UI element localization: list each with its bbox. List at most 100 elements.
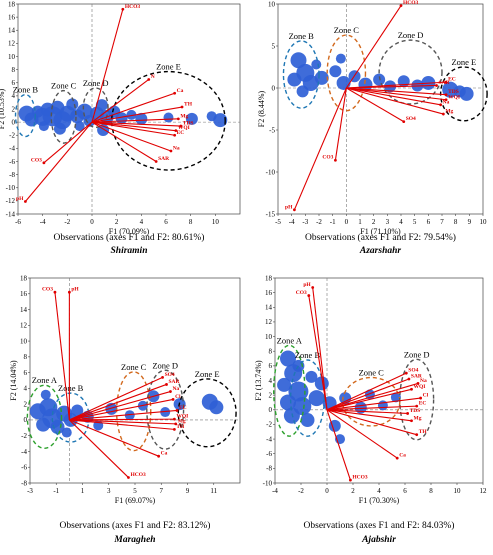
observation-point — [296, 85, 309, 98]
vector-tip — [334, 158, 337, 162]
y-tick-label: 12 — [20, 322, 28, 330]
x-tick-label: -2 — [298, 487, 304, 495]
variable-vector — [69, 391, 171, 421]
x-tick-label: 7 — [440, 218, 444, 226]
vector-tip — [172, 417, 176, 421]
variable-vector — [68, 419, 129, 478]
variable-label: EC — [448, 77, 456, 83]
variable-label: Ca — [177, 88, 184, 94]
x-tick-label: 9 — [186, 487, 190, 495]
observation-point — [329, 65, 342, 78]
variable-vector — [69, 409, 178, 421]
y-axis-label: F2 (13.74%) — [254, 360, 263, 401]
observation-point — [209, 400, 224, 415]
zone-ellipse — [14, 93, 36, 138]
vector-tip — [161, 375, 164, 379]
variable-label: CO3 — [42, 287, 53, 293]
vector-tip — [410, 387, 413, 391]
variable-label: TDS — [183, 121, 194, 127]
variable-vector — [293, 87, 347, 211]
observation-point — [305, 370, 318, 383]
observation-point — [290, 52, 307, 69]
zone-ellipse — [282, 40, 320, 109]
vector-tip — [441, 112, 445, 116]
vector-tip — [419, 396, 422, 400]
x-tick-label: -4 — [272, 487, 278, 495]
zones: Zone A Zone B Zone C Zone D — [272, 335, 435, 441]
x-tick-label: -6 — [15, 218, 21, 226]
zone-ellipse — [177, 378, 237, 448]
observations-caption: Observations (axes F1 and F2: 83.12%) — [60, 520, 211, 531]
zone-ellipse — [399, 358, 435, 441]
variable-vector — [326, 405, 417, 411]
y-tick-label: -8 — [9, 171, 15, 179]
variable-vector — [91, 106, 183, 123]
y-tick-label: 6 — [12, 79, 16, 87]
panel-shiramin: -6 -4 -2 0 2 4 6 8 10 18 16 14 12 10 8 6 4 2 0 -2 -4 -6 -8 -10 -… — [0, 0, 241, 256]
vector-tip — [404, 371, 408, 375]
variable-vector — [345, 5, 402, 89]
vector-tip — [407, 377, 411, 381]
variable-label: WQI — [448, 94, 460, 100]
variable-label: SO4 — [408, 368, 418, 374]
x-tick-label: -4 — [40, 218, 46, 226]
variable-vector — [346, 87, 447, 101]
x-tick-label: 8 — [429, 487, 433, 495]
zone-ellipse — [51, 392, 90, 443]
variable-vector — [69, 419, 159, 457]
y-tick-labels: 18 16 14 12 10 8 6 4 2 0 -2 -4 -6 -8 -10 -12 -14 — [6, 0, 18, 218]
vector-tip — [179, 124, 183, 128]
variable-label: Na — [172, 386, 179, 392]
y-tick-label: 6 — [24, 369, 28, 377]
location-title: Azarshahr — [359, 246, 401, 256]
zone-ellipse — [289, 359, 326, 437]
y-tick-label: -4 — [266, 435, 272, 443]
observation-point — [335, 53, 346, 64]
location-title: Maragheh — [113, 535, 155, 545]
y-tick-label: -4 — [21, 448, 27, 456]
zone-label: Zone B — [13, 85, 39, 95]
observation-point — [358, 77, 373, 92]
observation-point — [314, 376, 329, 391]
y-tick-label: 10 — [268, 0, 276, 8]
y-tick-label: -5 — [269, 126, 275, 134]
variable-label: CO3 — [31, 157, 42, 163]
observation-point — [390, 392, 401, 403]
x-tick-label: 2 — [351, 487, 355, 495]
variable-label: TH — [184, 102, 193, 108]
y-tick-label: -15 — [266, 210, 276, 218]
y-axis-label: F2 (14.04%) — [9, 360, 18, 401]
y-tick-label: 2 — [12, 105, 16, 113]
observation-point — [354, 401, 367, 414]
x-tick-label: 0 — [345, 218, 349, 226]
vector-tip — [157, 454, 161, 458]
y-tick-label: -2 — [21, 432, 27, 440]
x-tick-labels: -3 -1 1 3 5 7 9 11 — [27, 483, 218, 495]
variable-vector — [91, 79, 150, 123]
variable-label: Ca — [161, 451, 168, 457]
location-title: Ajabshir — [361, 535, 396, 545]
y-tick-label: -2 — [266, 421, 272, 429]
x-tick-labels: -4 -2 0 2 4 6 8 10 12 — [272, 483, 487, 495]
variable-label: HCO3 — [125, 4, 141, 10]
y-tick-label: 0 — [12, 118, 16, 126]
zone-label: Zone E — [195, 369, 220, 379]
variable-vector — [91, 121, 172, 152]
variable-vector — [346, 87, 444, 115]
variable-label: EC — [179, 405, 187, 411]
variable-vector — [91, 9, 124, 123]
x-axis-label: F1 (70.09%) — [109, 227, 150, 236]
observation-point — [74, 121, 85, 132]
zone-ellipse — [82, 87, 109, 129]
x-tick-labels: -6 -4 -2 0 2 4 6 8 10 — [15, 214, 219, 226]
y-tick-label: -12 — [6, 197, 16, 205]
x-tick-label: -3 — [27, 487, 33, 495]
observation-point — [302, 74, 319, 91]
observation-point — [61, 427, 72, 438]
observation-point — [277, 377, 292, 392]
x-tick-label: 3 — [386, 218, 390, 226]
x-tick-label: 5 — [133, 487, 137, 495]
variable-label: SO4 — [406, 116, 416, 122]
